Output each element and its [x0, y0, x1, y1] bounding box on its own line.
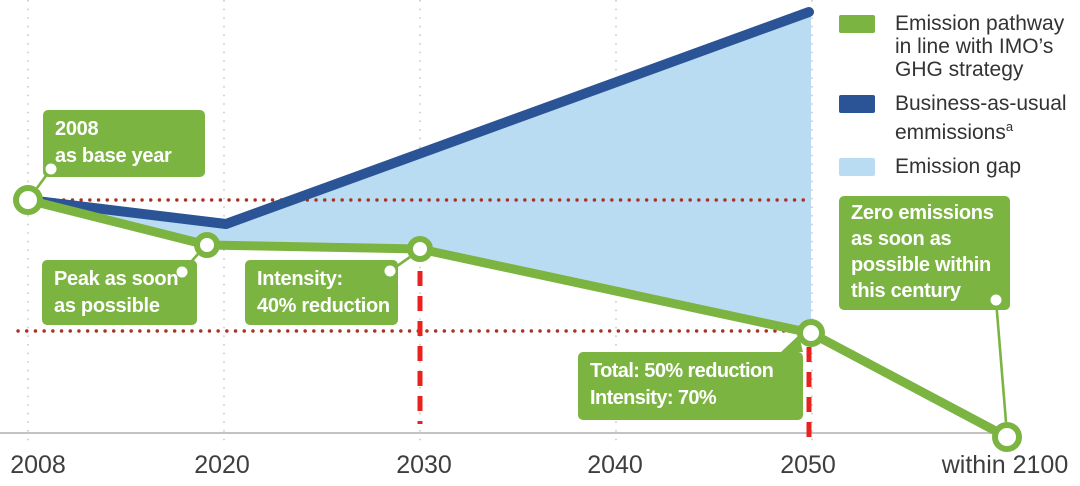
legend-label: Emission pathway in line with IMO’s GHG …: [895, 12, 1064, 81]
legend-label-line: GHG strategy: [895, 58, 1024, 81]
x-tick-within-2100: within 2100: [941, 451, 1069, 479]
imo-pathway-swatch-icon: [839, 15, 875, 33]
emission-gap-swatch-icon: [839, 158, 875, 176]
x-tick-2020: 2020: [194, 451, 250, 479]
callout-zero-emissions: Zero emissions as soon as possible withi…: [839, 196, 1010, 310]
callout-total-2050: Total: 50% reduction Intensity: 70%: [578, 352, 803, 420]
legend-label-line: in line with IMO’s: [895, 35, 1054, 58]
legend-label-line: emmissionsa: [895, 115, 1067, 144]
legend-item-imo-pathway: Emission pathway in line with IMO’s GHG …: [839, 12, 1067, 81]
x-tick-2030: 2030: [396, 451, 452, 479]
legend: Emission pathway in line with IMO’s GHG …: [839, 12, 1067, 189]
callout-line: Peak as soon: [54, 268, 179, 290]
callout-line: Intensity: 70%: [590, 387, 717, 409]
legend-label-line: Emission pathway: [895, 12, 1065, 35]
callout-line: as possible: [54, 295, 160, 317]
callout-line: as soon as: [851, 228, 952, 250]
callout-line: possible within: [851, 254, 991, 276]
x-tick-2008: 2008: [10, 451, 66, 479]
x-tick-2040: 2040: [587, 451, 643, 479]
callout-line: 40% reduction: [257, 295, 390, 317]
callout-line: this century: [851, 280, 961, 302]
callout-line: Zero emissions: [851, 202, 994, 224]
callout-peak: Peak as soon as possible: [42, 260, 197, 325]
footnote-marker: a: [1005, 119, 1014, 134]
callout-line: as base year: [55, 145, 172, 167]
x-tick-2050: 2050: [780, 451, 836, 479]
legend-item-emission-gap: Emission gap: [839, 155, 1067, 178]
legend-label-line: Emission gap: [895, 155, 1022, 178]
legend-label-line: Business-as-usual: [895, 92, 1067, 115]
callout-line: Total: 50% reduction: [590, 360, 774, 382]
legend-label: Emission gap: [895, 155, 1021, 178]
bau-swatch-icon: [839, 95, 875, 113]
callout-line: Intensity:: [257, 268, 343, 290]
legend-label-text: emmissions: [895, 121, 1006, 144]
callout-intensity-2030: Intensity: 40% reduction: [245, 260, 398, 325]
legend-item-bau: Business-as-usual emmissionsa: [839, 92, 1067, 144]
legend-label: Business-as-usual emmissionsa: [895, 92, 1067, 144]
callout-line: 2008: [55, 118, 99, 140]
callout-base-year: 2008 as base year: [43, 110, 205, 177]
